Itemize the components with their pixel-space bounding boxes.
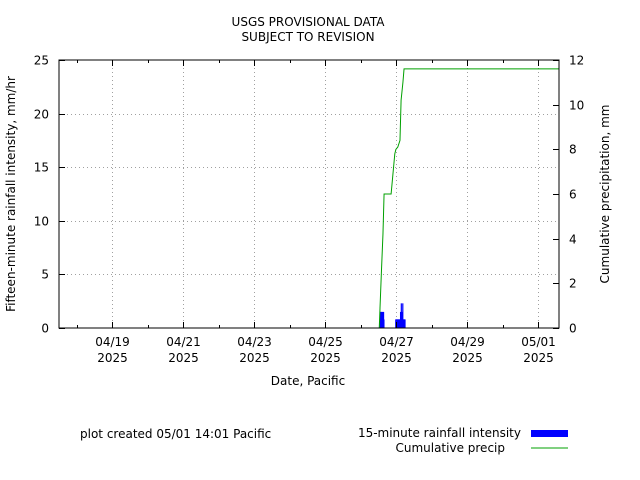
right-y-tick-label: 8 bbox=[569, 143, 577, 157]
x-tick-labels: 04/19 2025 04/21 2025 04/23 2025 04/25 2025 04/2… bbox=[95, 335, 556, 365]
cumulative-precip-line bbox=[59, 68, 559, 329]
plot-created-note: plot created 05/01 14:01 Pacific bbox=[80, 427, 271, 441]
x-tick-label-date: 04/29 bbox=[450, 335, 485, 349]
x-tick-label-year: 2025 bbox=[168, 351, 199, 365]
left-y-tick-labels: 0 5 10 15 20 25 bbox=[34, 54, 49, 336]
legend-label-cumulative: Cumulative precip bbox=[395, 441, 505, 455]
right-y-tick-label: 2 bbox=[569, 277, 577, 291]
left-y-tick-label: 0 bbox=[41, 322, 49, 336]
right-y-tick-label: 4 bbox=[569, 233, 577, 247]
x-tick-label-year: 2025 bbox=[310, 351, 341, 365]
intensity-bar bbox=[404, 319, 406, 328]
x-tick-label-date: 04/27 bbox=[379, 335, 414, 349]
legend: 15-minute rainfall intensity Cumulative … bbox=[358, 426, 568, 455]
x-tick-label-date: 05/01 bbox=[521, 335, 556, 349]
title-line-1: USGS PROVISIONAL DATA bbox=[232, 15, 386, 29]
x-tick-label-year: 2025 bbox=[452, 351, 483, 365]
right-y-tick-labels: 0 2 4 6 8 10 12 bbox=[569, 54, 584, 336]
left-y-axis-label: Fifteen-minute rainfall intensity, mm/hr bbox=[4, 76, 18, 312]
plot-frame bbox=[58, 59, 560, 329]
x-tick-label-date: 04/19 bbox=[95, 335, 130, 349]
intensity-bar bbox=[400, 303, 402, 328]
right-y-tick-label: 6 bbox=[569, 188, 577, 202]
x-tick-label-year: 2025 bbox=[97, 351, 128, 365]
intensity-bar bbox=[402, 303, 404, 328]
x-tick-label-date: 04/21 bbox=[166, 335, 201, 349]
left-y-tick-label: 15 bbox=[34, 161, 49, 175]
legend-label-intensity: 15-minute rainfall intensity bbox=[358, 426, 521, 440]
title-line-2: SUBJECT TO REVISION bbox=[241, 30, 374, 44]
intensity-bar bbox=[383, 319, 385, 328]
x-tick-label-date: 04/25 bbox=[308, 335, 343, 349]
right-y-tick-label: 12 bbox=[569, 54, 584, 68]
left-y-tick-label: 25 bbox=[34, 54, 49, 68]
axis-ticks bbox=[59, 60, 559, 329]
x-tick-label-year: 2025 bbox=[523, 351, 554, 365]
gridlines bbox=[59, 60, 559, 328]
cumulative-line bbox=[59, 68, 559, 329]
right-y-tick-label: 10 bbox=[569, 99, 584, 113]
legend-swatch-intensity bbox=[531, 430, 568, 437]
intensity-bars bbox=[379, 303, 406, 328]
x-tick-label-year: 2025 bbox=[239, 351, 270, 365]
right-y-tick-label: 0 bbox=[569, 322, 577, 336]
right-y-axis-label: Cumulative precipitation, mm bbox=[598, 105, 612, 284]
chart-title: USGS PROVISIONAL DATA SUBJECT TO REVISIO… bbox=[232, 15, 386, 44]
left-y-tick-label: 20 bbox=[34, 108, 49, 122]
x-axis-label: Date, Pacific bbox=[271, 374, 345, 388]
x-tick-label-date: 04/23 bbox=[237, 335, 272, 349]
left-y-tick-label: 10 bbox=[34, 215, 49, 229]
left-y-tick-label: 5 bbox=[41, 268, 49, 282]
x-tick-label-year: 2025 bbox=[381, 351, 412, 365]
